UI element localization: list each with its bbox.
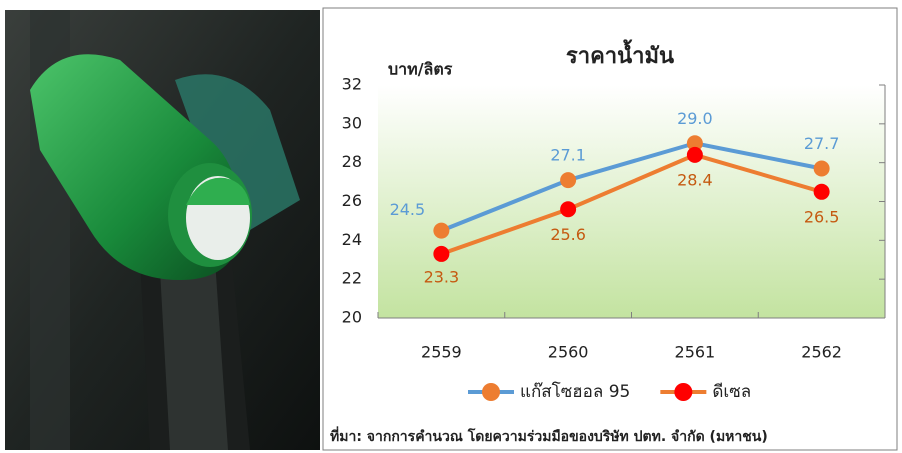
- data-point: [686, 146, 703, 163]
- y-tick-label: 32: [342, 75, 362, 94]
- y-axis-label: บาท/ลิตร: [388, 60, 453, 79]
- legend-label: ดีเซล: [712, 382, 751, 402]
- series-line: [440, 141, 823, 233]
- chart-title: ราคาน้ำมัน: [566, 39, 674, 69]
- x-tick-label: 2561: [675, 343, 716, 362]
- x-tick-label: 2560: [548, 343, 589, 362]
- data-label: 29.0: [677, 109, 713, 128]
- legend-marker: [674, 383, 693, 401]
- data-label: 23.3: [424, 267, 460, 286]
- photo: [5, 10, 320, 450]
- source-note: ที่มา: จากการคำนวณ โดยความร่วมมือของบริษ…: [330, 426, 768, 445]
- legend-label: แก๊สโซฮอล 95: [520, 381, 630, 402]
- y-tick-label: 22: [342, 269, 362, 288]
- data-label: 27.7: [804, 134, 840, 153]
- data-label: 26.5: [804, 207, 840, 226]
- x-tick-label: 2559: [421, 343, 462, 362]
- data-label: 27.1: [550, 146, 586, 165]
- data-point: [813, 183, 830, 200]
- data-point: [560, 172, 577, 189]
- data-point: [560, 201, 577, 218]
- y-tick-label: 26: [342, 191, 362, 210]
- y-tick-label: 24: [342, 230, 362, 249]
- x-tick-label: 2562: [801, 343, 842, 362]
- plot-area: [378, 85, 885, 318]
- y-tick-label: 20: [342, 308, 362, 327]
- y-tick-label: 30: [342, 113, 362, 132]
- data-label: 25.6: [550, 225, 586, 244]
- y-tick-label: 28: [342, 152, 362, 171]
- series-line: [440, 152, 823, 256]
- data-label: 28.4: [677, 170, 713, 189]
- data-point: [433, 222, 450, 239]
- legend-marker: [482, 383, 500, 401]
- data-label: 24.5: [390, 200, 426, 219]
- data-point: [813, 160, 830, 177]
- data-point: [433, 245, 450, 262]
- data-point: [686, 135, 703, 152]
